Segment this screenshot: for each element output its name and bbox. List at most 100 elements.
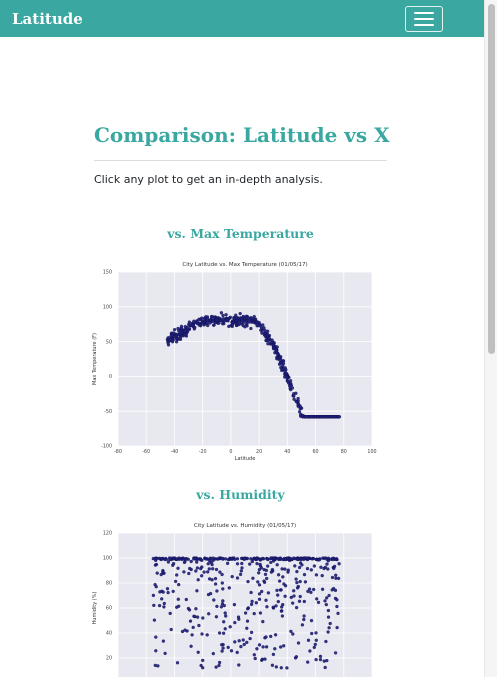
chart1-point (294, 577, 298, 581)
chart1-point (171, 589, 175, 594)
chart1-point (217, 660, 222, 665)
section-heading-humidity: vs. Humidity (196, 487, 285, 502)
chart1-point (250, 599, 254, 604)
chart0-point (240, 317, 244, 322)
chart1-point (271, 652, 276, 657)
chart1-point (229, 556, 233, 561)
chart1-y-tick-label: 40 (106, 631, 112, 637)
chart1-point (266, 564, 270, 568)
chart1-point (280, 614, 285, 618)
chart1-point (214, 567, 219, 572)
chart1-point (257, 571, 261, 575)
chart1-point (187, 571, 191, 576)
chart1-point (325, 596, 329, 600)
chart1-point (232, 602, 237, 607)
chart1-point (246, 579, 250, 584)
chart1-point (325, 562, 329, 566)
chart1-point (254, 601, 258, 605)
chart1-point (317, 558, 322, 562)
chart1-point (201, 666, 205, 670)
chart0-x-tick-label: 100 (367, 449, 376, 455)
plot-max-temperature[interactable]: City Latitude vs. Max Temperature (01/05… (84, 258, 384, 468)
chart1-point (336, 576, 341, 581)
plot-humidity[interactable]: City Latitude vs. Humidity (01/05/17)-80… (84, 519, 384, 677)
chart1-point (221, 646, 225, 650)
chart1-point (289, 629, 293, 634)
chart0-point (200, 316, 204, 320)
chart0-point (251, 317, 255, 321)
chart1-point (274, 604, 278, 608)
chart1-point (275, 588, 279, 593)
chart1-point (291, 601, 295, 605)
chart1-point (155, 571, 159, 575)
chart1-point (307, 587, 312, 591)
scrollbar-thumb[interactable] (488, 4, 495, 354)
chart0-point (195, 320, 199, 324)
chart0-point (205, 315, 210, 319)
chart1-point (271, 605, 275, 609)
chart0-point (228, 316, 232, 320)
chart1-point (335, 625, 339, 630)
chart0-point (274, 346, 278, 351)
chart1-point (300, 623, 305, 627)
chart1-point (257, 592, 262, 596)
chart1-point (288, 556, 293, 561)
chart1-point (183, 628, 187, 632)
chart0-point (170, 340, 175, 344)
hamburger-icon-bar (414, 24, 434, 26)
chart1-point (153, 663, 157, 668)
chart0-point (243, 325, 247, 329)
chart1-point (293, 564, 297, 568)
chart1-point (230, 574, 234, 579)
chart0-point (174, 336, 178, 341)
chart1-point (201, 658, 205, 663)
chart1-point (166, 590, 170, 595)
chart1-point (197, 623, 201, 628)
chart1-point (212, 557, 217, 561)
chart0-point (198, 322, 202, 326)
chart1-point (309, 618, 314, 623)
chart0-point (183, 329, 187, 333)
chart1-point (257, 643, 262, 647)
chart1-point (265, 605, 269, 609)
chart1-point (310, 557, 314, 561)
chart0-point (329, 415, 334, 419)
chart1-point (184, 597, 188, 602)
chart1-point (151, 593, 156, 598)
chart1-point (210, 578, 214, 582)
navbar-toggler-button[interactable] (405, 6, 443, 32)
chart0-point (190, 323, 194, 327)
chart0-point (170, 333, 174, 338)
chart1-point (173, 579, 178, 584)
chart1-point (229, 649, 234, 653)
chart1-point (245, 640, 249, 645)
navbar-brand[interactable]: Latitude (12, 9, 83, 28)
chart1-point (256, 580, 260, 584)
chart0-point (234, 321, 238, 325)
chart0-point (238, 311, 242, 316)
hamburger-icon (414, 12, 434, 14)
chart0-point (166, 341, 170, 345)
chart1-point (326, 608, 331, 613)
chart1-point (259, 566, 264, 570)
chart0-point (187, 322, 191, 327)
chart1-point (200, 574, 204, 578)
chart0-y-tick-label: 50 (106, 339, 112, 345)
page-scrollbar[interactable] (484, 0, 497, 677)
chart1-point (263, 572, 268, 577)
chart1-point (294, 605, 299, 610)
chart0-y-tick-label: -50 (104, 409, 112, 415)
chart0-y-tick-label: 100 (103, 305, 112, 311)
chart1-point (224, 614, 228, 618)
chart1-point (200, 558, 204, 563)
chart0-point (250, 320, 255, 324)
chart1-point (160, 557, 164, 561)
chart1-point (323, 665, 327, 670)
chart1-point (276, 599, 280, 604)
chart0-point (285, 375, 289, 379)
chart1-point (302, 599, 306, 604)
chart0-point (288, 379, 293, 383)
chart1-point (184, 557, 188, 561)
chart1-point (295, 569, 299, 574)
chart1-point (249, 630, 254, 635)
